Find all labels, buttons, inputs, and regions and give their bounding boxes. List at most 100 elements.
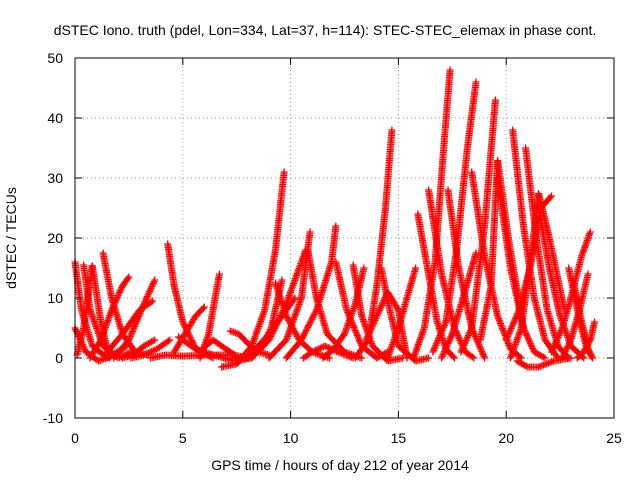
data-point xyxy=(310,347,318,355)
data-point xyxy=(504,333,512,341)
data-point xyxy=(512,313,520,321)
data-point xyxy=(458,346,466,354)
data-point xyxy=(280,168,288,176)
data-point xyxy=(481,354,489,362)
data-point xyxy=(479,349,487,357)
data-point xyxy=(497,321,505,329)
data-point xyxy=(433,338,441,346)
data-point xyxy=(360,264,368,272)
data-point xyxy=(478,347,486,355)
data-point xyxy=(437,328,445,336)
data-point xyxy=(200,303,208,311)
data-point xyxy=(344,310,352,318)
data-point xyxy=(554,333,562,341)
data-point xyxy=(309,314,317,322)
data-point xyxy=(138,304,146,312)
data-point xyxy=(468,353,476,361)
data-point xyxy=(354,333,362,341)
data-point xyxy=(113,293,121,301)
data-point xyxy=(350,323,358,331)
data-point xyxy=(310,310,318,318)
data-point xyxy=(467,327,475,335)
data-point xyxy=(504,331,512,339)
data-point xyxy=(372,313,380,321)
data-point xyxy=(308,348,316,356)
data-point xyxy=(548,346,556,354)
data-point xyxy=(271,324,279,332)
data-point xyxy=(140,299,148,307)
data-point xyxy=(140,301,148,309)
data-point xyxy=(561,348,569,356)
data-point xyxy=(116,288,124,296)
data-point xyxy=(499,326,507,334)
data-point xyxy=(332,222,340,230)
data-point xyxy=(315,345,323,353)
data-point xyxy=(139,302,147,310)
data-point xyxy=(137,308,145,316)
data-point xyxy=(145,289,153,297)
data-point xyxy=(366,328,374,336)
y-tick-label: 10 xyxy=(47,290,63,306)
data-point xyxy=(135,311,143,319)
data-point xyxy=(215,270,223,278)
data-point xyxy=(464,333,472,341)
data-point xyxy=(547,348,555,356)
data-point xyxy=(565,339,573,347)
data-point xyxy=(265,336,273,344)
data-point xyxy=(462,337,470,345)
data-point xyxy=(353,330,361,338)
data-point xyxy=(276,313,284,321)
data-point xyxy=(133,316,141,324)
data-point xyxy=(584,270,592,278)
data-point xyxy=(550,343,558,351)
data-point xyxy=(434,336,442,344)
data-point xyxy=(185,332,193,340)
data-point xyxy=(300,331,308,339)
data-point xyxy=(301,330,309,338)
data-point xyxy=(412,264,420,272)
data-point xyxy=(514,310,522,318)
x-tick-label: 10 xyxy=(283,430,299,446)
data-point xyxy=(274,316,282,324)
data-point xyxy=(509,321,517,329)
data-point xyxy=(267,331,275,339)
data-point xyxy=(307,317,315,325)
data-point xyxy=(495,315,503,323)
data-point xyxy=(364,331,372,339)
data-point xyxy=(586,349,594,357)
data-point xyxy=(586,228,594,236)
data-point xyxy=(308,315,316,323)
data-point xyxy=(378,302,386,310)
data-point xyxy=(449,353,457,361)
data-point xyxy=(149,337,157,345)
data-point xyxy=(124,274,132,282)
data-point xyxy=(497,320,505,328)
data-point xyxy=(564,343,572,351)
data-point xyxy=(438,354,446,362)
data-point xyxy=(306,228,314,236)
data-point xyxy=(591,318,599,326)
data-point xyxy=(588,352,596,360)
data-point xyxy=(144,291,152,299)
data-point xyxy=(343,307,351,315)
data-point xyxy=(522,330,530,338)
y-tick-label: 0 xyxy=(55,350,63,366)
data-point xyxy=(521,361,529,369)
data-point xyxy=(363,334,371,342)
data-point xyxy=(271,323,279,331)
data-point xyxy=(550,341,558,349)
data-point xyxy=(495,316,503,324)
x-tick-label: 5 xyxy=(179,430,187,446)
data-point xyxy=(141,351,149,359)
data-point xyxy=(125,273,133,281)
data-point xyxy=(523,331,531,339)
data-point xyxy=(346,315,354,323)
data-point xyxy=(351,327,359,335)
data-point xyxy=(553,336,561,344)
data-point xyxy=(143,293,151,301)
data-point xyxy=(454,331,462,339)
data-point xyxy=(72,327,80,335)
data-point xyxy=(558,354,566,362)
data-point xyxy=(511,316,519,324)
data-point xyxy=(349,322,357,330)
